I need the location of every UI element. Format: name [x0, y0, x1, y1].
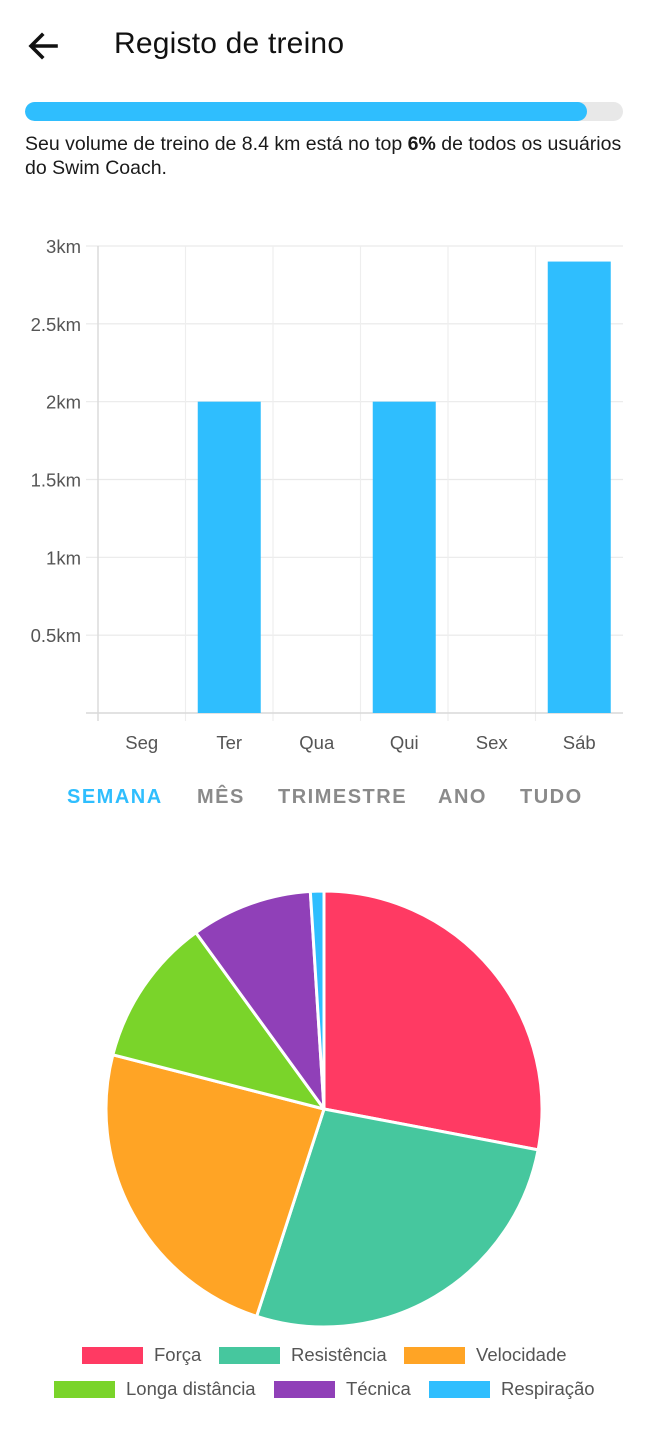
x-tick-label: Qua — [299, 732, 335, 753]
legend-item-velocidade[interactable]: Velocidade — [404, 1342, 567, 1368]
y-tick-label: 2.5km — [31, 314, 81, 335]
tab-mes[interactable]: MÊS — [197, 786, 245, 808]
tab-trimestre[interactable]: TRIMESTRE — [278, 786, 408, 808]
ranking-progress-fill — [25, 102, 588, 121]
legend-swatch — [54, 1380, 115, 1398]
legend-item-forca[interactable]: Força — [82, 1342, 201, 1368]
legend-label: Velocidade — [476, 1344, 567, 1365]
legend-item-respiracao[interactable]: Respiração — [429, 1376, 595, 1402]
back-button[interactable] — [22, 24, 66, 68]
ranking-text-after: de todos os usuários do Swim Coach. — [25, 133, 622, 179]
page-title: Registo de treino — [114, 27, 345, 60]
legend-label: Respiração — [501, 1378, 595, 1399]
period-tabs: SEMANA MÊS TRIMESTRE ANO TUDO — [0, 786, 649, 820]
legend-label: Resistência — [291, 1344, 387, 1365]
legend-label: Técnica — [346, 1378, 411, 1399]
legend-item-tecnica[interactable]: Técnica — [274, 1376, 411, 1402]
pie-slice-4[interactable] — [111, 931, 326, 1111]
training-type-pie-chart — [0, 870, 649, 1340]
y-tick-label: 3km — [46, 236, 81, 257]
tab-semana[interactable]: SEMANA — [67, 786, 163, 808]
x-tick-label: Qui — [390, 732, 419, 753]
pie-slice-5[interactable] — [194, 889, 326, 1111]
x-tick-label: Seg — [125, 732, 158, 753]
x-tick-label: Sáb — [563, 732, 596, 753]
legend-swatch — [404, 1346, 465, 1364]
legend-item-resistencia[interactable]: Resistência — [219, 1342, 387, 1368]
legend-row: Força Resistência Velocidade — [0, 1342, 649, 1368]
legend-swatch — [274, 1380, 335, 1398]
weekly-distance-bar-chart: 0.5km 1km 1.5km 2km 2.5km 3km Seg Ter Qua Qui Sex S… — [0, 225, 649, 765]
bar-chart-canvas: 0.5km 1km 1.5km 2km 2.5km 3km Seg Ter Qua Qui Sex S… — [31, 236, 623, 753]
y-tick-label: 0.5km — [31, 625, 81, 646]
tab-tudo[interactable]: TUDO — [520, 786, 583, 808]
bar-sáb[interactable] — [547, 261, 611, 713]
pie-slice-3[interactable] — [104, 1053, 326, 1318]
ranking-percentile: 6% — [407, 133, 436, 155]
tab-ano[interactable]: ANO — [438, 786, 487, 808]
legend-row: Longa distância Técnica Respiração — [0, 1376, 649, 1402]
x-tick-label: Ter — [216, 732, 242, 753]
y-tick-label: 1km — [46, 547, 81, 568]
legend-swatch — [219, 1346, 280, 1364]
bar-qui[interactable] — [372, 401, 436, 713]
legend-label: Força — [154, 1344, 202, 1365]
pie-slice-2[interactable] — [255, 1107, 540, 1329]
ranking-progress-bar — [25, 102, 623, 121]
legend-item-longa-distancia[interactable]: Longa distância — [54, 1376, 256, 1402]
legend-swatch — [82, 1346, 143, 1364]
ranking-text-before: Seu volume de treino de 8.4 km está no t… — [25, 133, 408, 155]
pie-slice-1[interactable] — [322, 889, 544, 1152]
legend-label: Longa distância — [126, 1378, 256, 1399]
legend-swatch — [429, 1380, 490, 1398]
ranking-text: Seu volume de treino de 8.4 km está no t… — [25, 132, 625, 180]
pie-slice-6[interactable] — [308, 889, 326, 1111]
app-header: Registo de treino — [0, 0, 649, 92]
y-tick-label: 2km — [46, 392, 81, 413]
pie-chart-canvas — [104, 889, 544, 1329]
bar-ter[interactable] — [197, 401, 261, 713]
x-tick-label: Sex — [476, 732, 509, 753]
arrow-left-icon — [28, 32, 58, 60]
y-tick-label: 1.5km — [31, 470, 81, 491]
